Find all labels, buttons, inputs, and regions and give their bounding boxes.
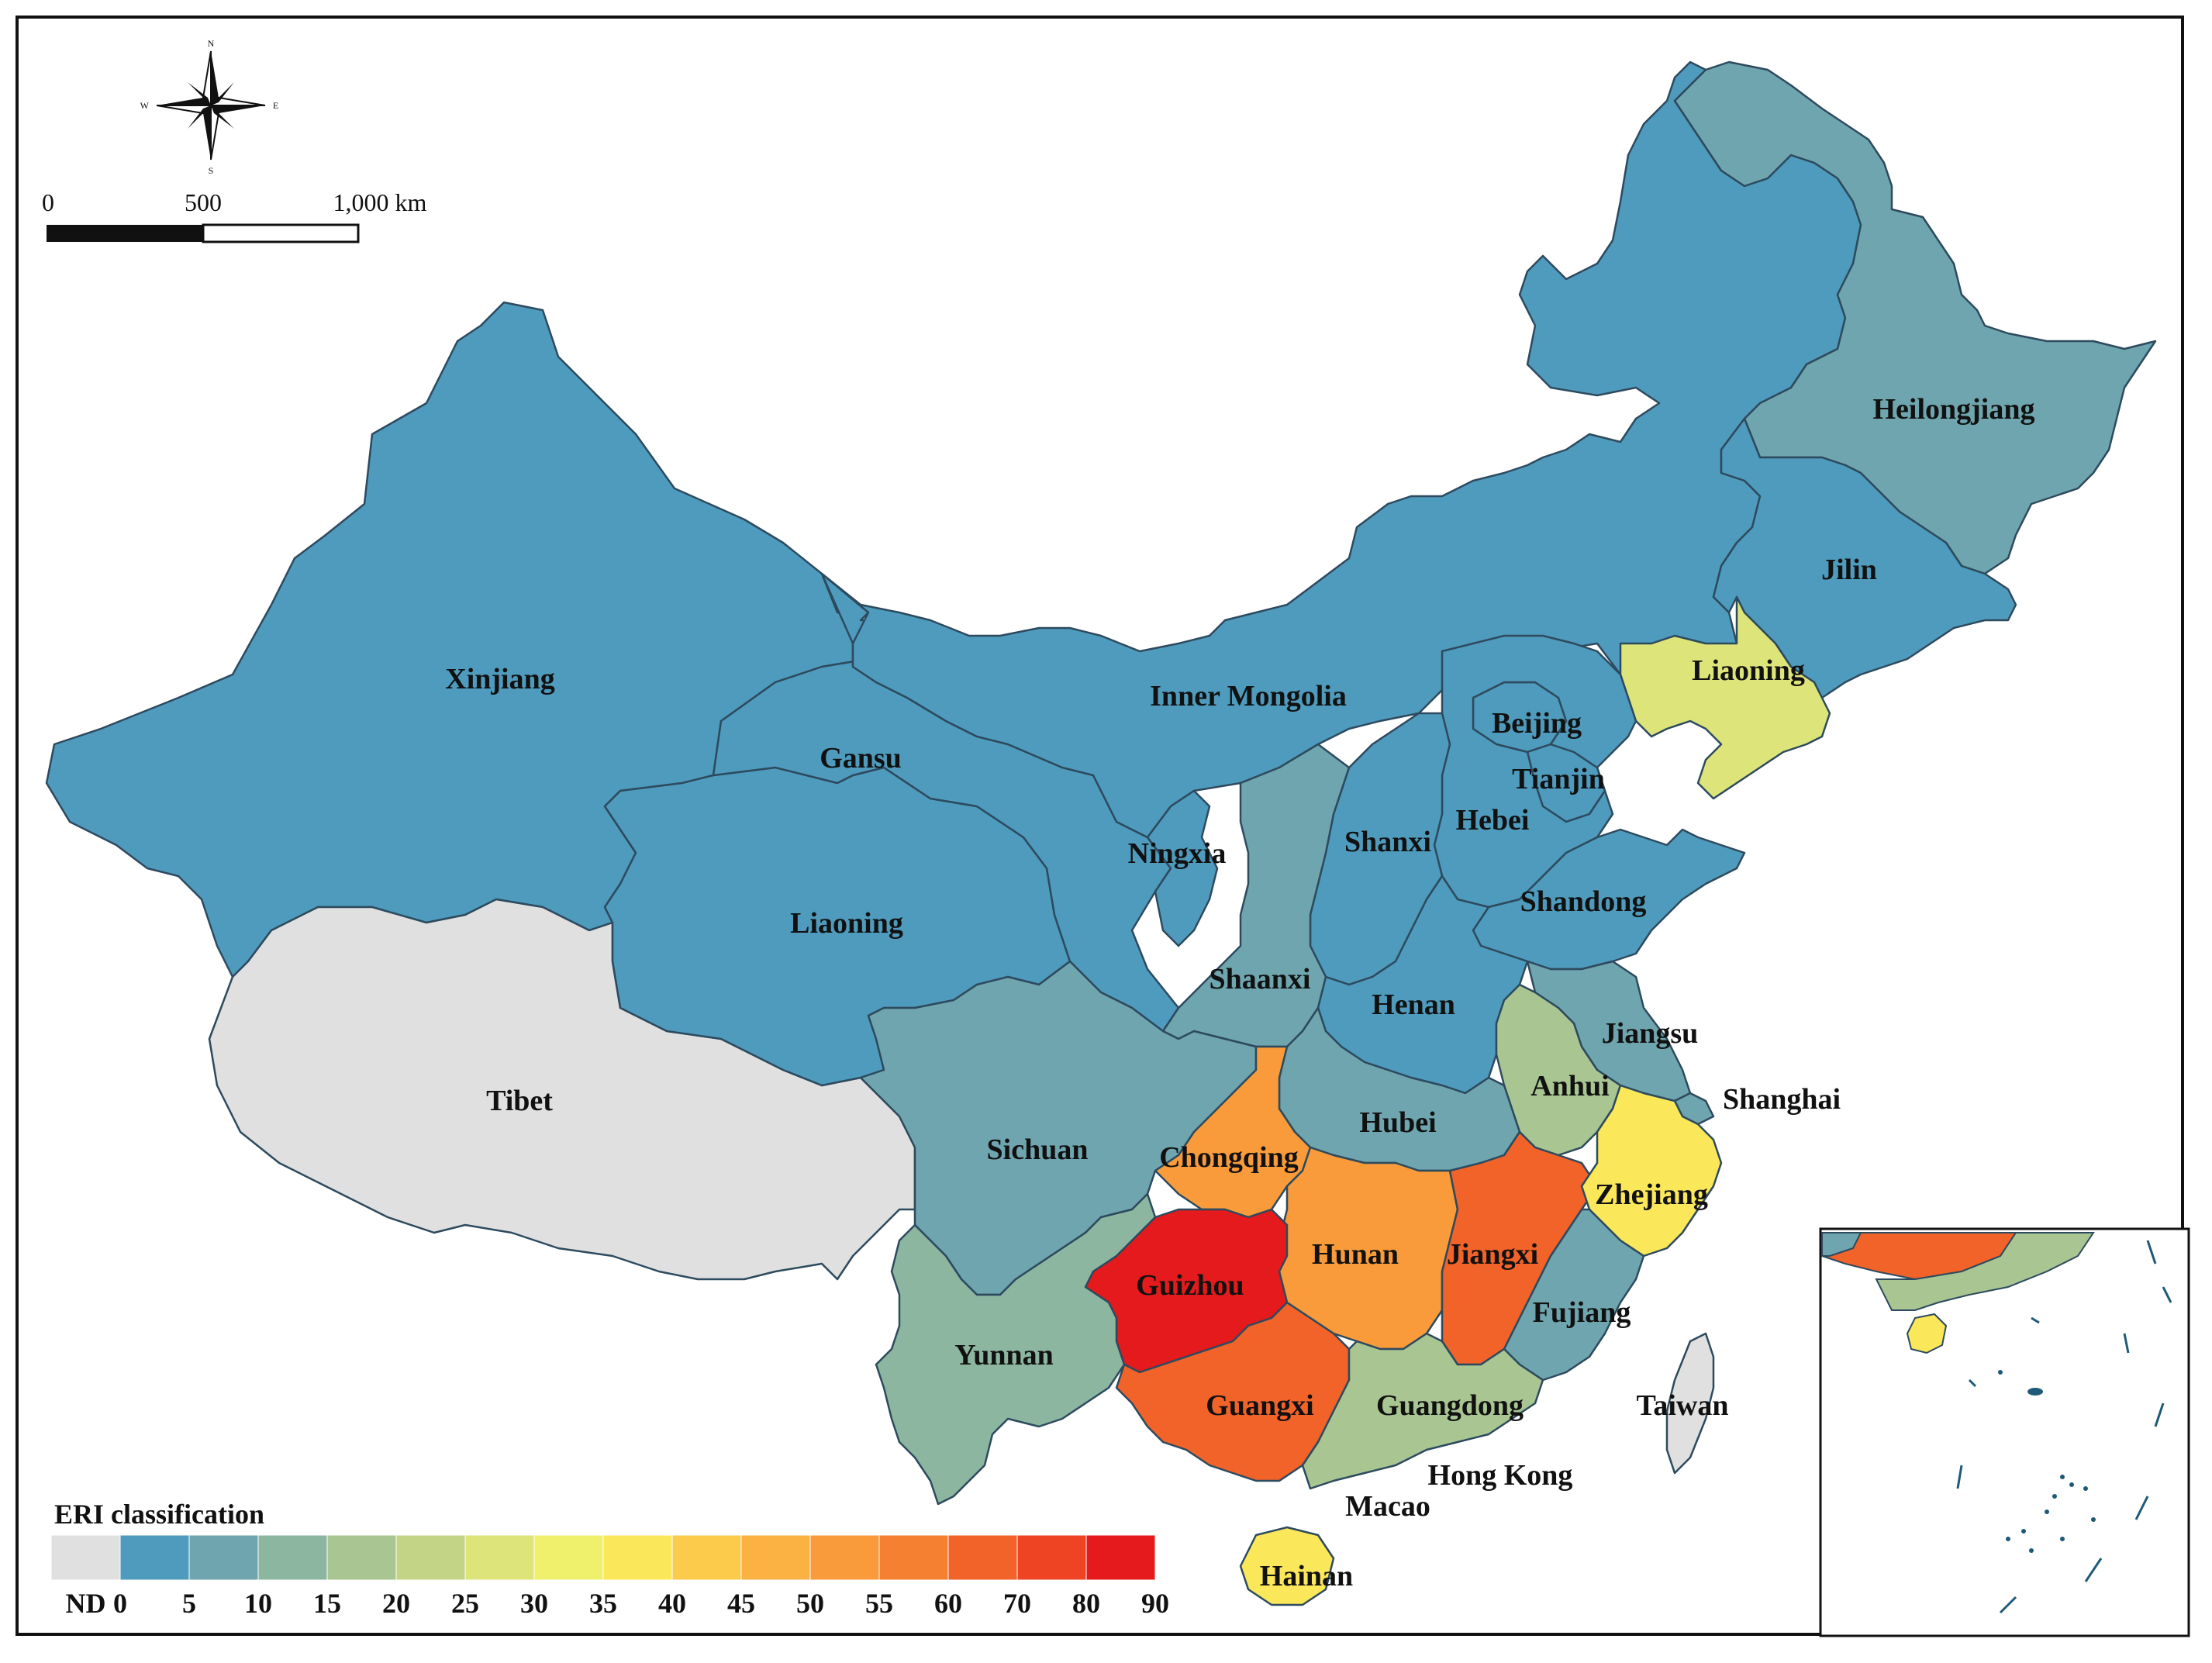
province-taiwan[interactable] [1665,1332,1715,1475]
legend-tick-label: ND [66,1588,106,1619]
legend-swatch [326,1534,397,1581]
province-hainan[interactable] [1239,1526,1335,1606]
label-shandong: Shandong [1520,885,1647,918]
legend-tick-label: 50 [796,1588,824,1619]
legend-swatch [50,1534,121,1581]
legend-tick-label: 60 [934,1588,962,1619]
scale-bar: 0 500 1,000 km [42,188,427,243]
label-macao: Macao [1345,1490,1430,1523]
legend-tick-label: 30 [520,1588,548,1619]
compass-e: E [273,100,278,111]
legend-swatch [809,1534,880,1581]
label-beijing: Beijing [1492,707,1582,740]
legend-swatch [878,1534,949,1581]
legend: ERI classification ND 0 5 10 15 20 25 30 35 40 45 5… [50,1499,1169,1619]
label-ningxia: Ningxia [1128,837,1227,870]
label-tianjin: Tianjin [1512,763,1605,795]
label-sichuan: Sichuan [987,1133,1089,1166]
label-liaoning: Liaoning [1692,654,1805,687]
label-tibet: Tibet [486,1085,553,1117]
scale-label-0: 0 [42,188,54,216]
legend-tick-label: 55 [865,1588,893,1619]
province-fujian[interactable] [1503,1208,1645,1382]
label-heilongjiang: Heilongjiang [1872,393,2034,426]
legend-swatch [464,1534,535,1581]
legend-tick-label: 5 [182,1588,196,1619]
legend-tick-label: 70 [1003,1588,1031,1619]
label-shaanxi: Shaanxi [1210,963,1311,995]
legend-swatch [1085,1534,1156,1581]
legend-tick-label: 20 [382,1588,410,1619]
legend-swatch [602,1534,673,1581]
legend-tick-label: 40 [658,1588,686,1619]
inset-nine-dash-line [1956,1240,2172,1614]
label-guizhou: Guizhou [1136,1269,1244,1302]
legend-tick-label: 90 [1141,1588,1169,1619]
legend-swatch [740,1534,811,1581]
compass-n: N [208,38,215,49]
label-taiwan: Taiwan [1637,1389,1729,1422]
label-hunan: Hunan [1312,1238,1399,1271]
label-hong-kong: Hong Kong [1428,1459,1573,1492]
legend-swatch [1016,1534,1087,1581]
label-hainan: Hainan [1260,1560,1353,1592]
legend-title: ERI classification [54,1499,264,1530]
label-anhui: Anhui [1530,1070,1609,1102]
label-zhejiang: Zhejiang [1595,1178,1708,1211]
legend-tick-label: 15 [313,1588,341,1619]
label-shanghai: Shanghai [1723,1083,1841,1116]
label-hebei: Hebei [1456,804,1530,837]
compass-rose-icon: N S E W [140,38,279,176]
label-gansu: Gansu [820,742,902,775]
south-china-sea-inset [1819,1227,2190,1637]
legend-swatch [119,1534,190,1581]
label-yunnan: Yunnan [954,1339,1054,1371]
label-guangxi: Guangxi [1206,1389,1313,1422]
scale-label-500: 500 [185,188,222,216]
legend-swatch [671,1534,742,1581]
province-jilin[interactable] [1712,417,2017,699]
label-shanxi: Shanxi [1344,826,1431,858]
legend-swatch [533,1534,604,1581]
inset-hainan [1906,1313,1948,1354]
inset-guangdong [1875,1232,2095,1311]
label-guangdong: Guangdong [1376,1389,1524,1422]
inset-islands [1998,1370,2096,1553]
label-hubei: Hubei [1359,1106,1436,1139]
legend-tick-label: 35 [589,1588,617,1619]
label-fujian: Fujiang [1533,1296,1631,1329]
label-henan: Henan [1372,988,1455,1021]
label-inner-mongolia: Inner Mongolia [1150,680,1347,712]
province-guangdong[interactable] [1301,1332,1544,1490]
legend-tick-label: 0 [113,1588,127,1619]
legend-swatch [947,1534,1018,1581]
legend-tick-label: 10 [244,1588,272,1619]
scale-bar-black [47,225,203,242]
label-xinjiang: Xinjiang [445,663,554,695]
legend-tick-label: 80 [1072,1588,1100,1619]
label-chongqing: Chongqing [1159,1141,1299,1174]
scale-bar-white [202,223,360,243]
legend-swatch [257,1534,328,1581]
province-yunnan[interactable] [875,1192,1157,1506]
label-qinghai: Liaoning [790,907,903,940]
province-liaoning[interactable] [1619,595,1831,800]
compass-w: W [140,100,150,111]
compass-s: S [209,165,214,176]
label-jiangsu: Jiangsu [1602,1017,1699,1050]
legend-swatch [395,1534,466,1581]
inset-yunnan [1821,1232,1862,1257]
province-ningxia[interactable] [1146,789,1219,947]
label-jiangxi: Jiangxi [1447,1238,1538,1271]
legend-tick-label: 45 [727,1588,755,1619]
label-jilin: Jilin [1821,554,1877,586]
scale-label-1000: 1,000 km [333,188,427,216]
legend-tick-label: 25 [451,1588,479,1619]
legend-swatch [188,1534,259,1581]
